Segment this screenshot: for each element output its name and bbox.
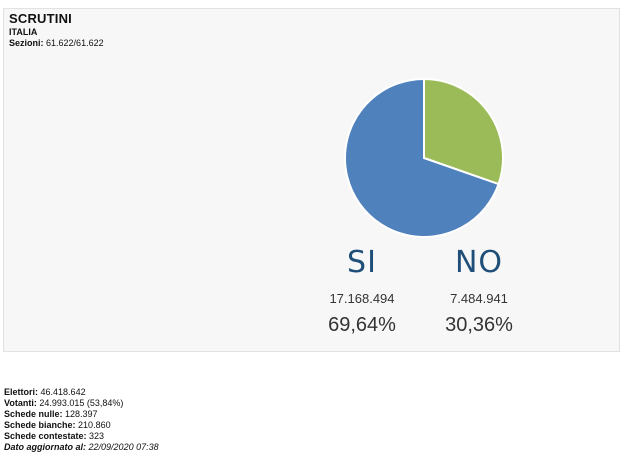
yes-votes: 17.168.494 <box>329 291 395 306</box>
yes-percent: 69,64% <box>328 314 396 336</box>
sections-value: 61.622/61.622 <box>46 38 104 48</box>
stat-updated: Dato aggiornato al: 22/09/2020 07:38 <box>4 442 159 452</box>
stat-schede-bianche: Schede bianche: 210.860 <box>4 420 111 430</box>
pie-slice-yes <box>344 77 500 238</box>
results-panel: SCRUTINI ITALIA Sezioni: 61.622/61.622 S… <box>3 8 620 352</box>
sections-label: Sezioni: <box>9 38 44 48</box>
no-votes: 7.484.941 <box>450 291 508 306</box>
stat-votanti: Votanti: 24.993.015 (53,84%) <box>4 398 124 408</box>
panel-title: SCRUTINI <box>9 11 72 26</box>
sections-line: Sezioni: 61.622/61.622 <box>9 38 104 48</box>
yes-label: SI <box>347 245 377 280</box>
results-pie-chart <box>344 77 504 238</box>
no-label: NO <box>454 245 504 280</box>
stat-schede-nulle: Schede nulle: 128.397 <box>4 409 98 419</box>
turnout-stats: Elettori: 46.418.642 Votanti: 24.993.015… <box>4 387 159 453</box>
no-percent: 30,36% <box>445 314 513 336</box>
region-label: ITALIA <box>9 27 38 37</box>
stat-elettori: Elettori: 46.418.642 <box>4 387 86 397</box>
pie-slice-no <box>423 77 504 186</box>
header: SCRUTINI ITALIA Sezioni: 61.622/61.622 <box>9 11 104 48</box>
stat-schede-contestate: Schede contestate: 323 <box>4 431 105 441</box>
